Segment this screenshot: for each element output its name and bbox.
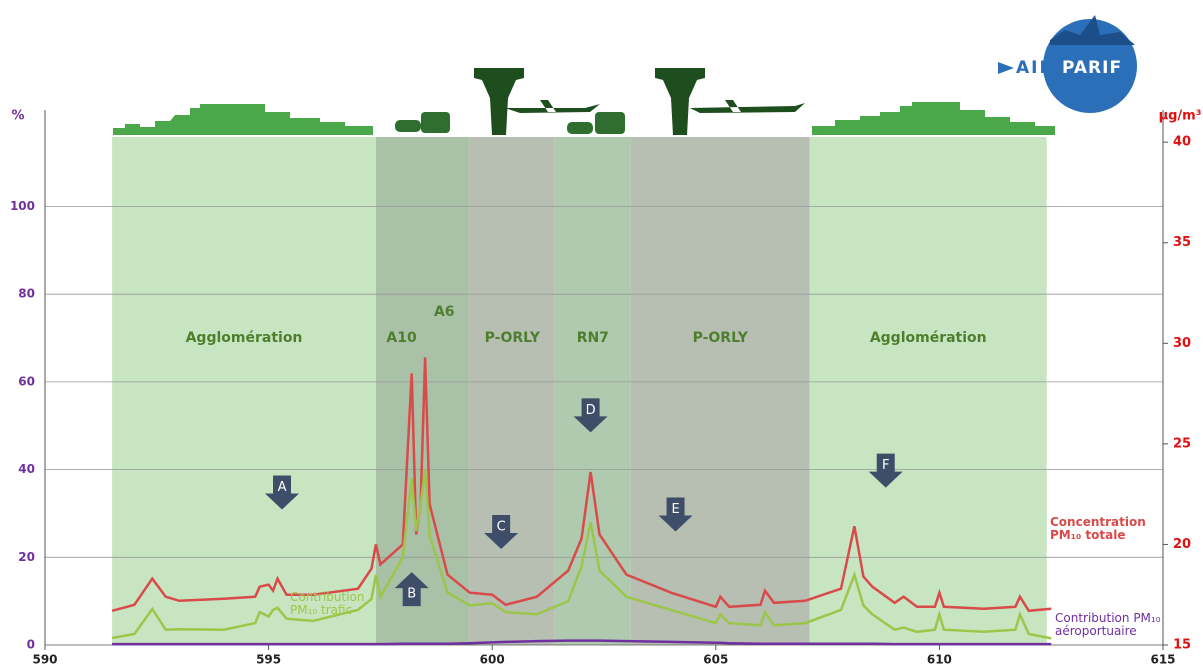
zone-label: Agglomération — [870, 330, 987, 346]
series-label: Contribution PM₁₀ trafic — [290, 590, 365, 617]
y-tick-label: 40 — [18, 462, 35, 476]
zone-label: A10 — [386, 330, 417, 346]
zone-label: A6 — [434, 304, 455, 320]
zone-label: P-ORLY — [693, 330, 749, 346]
series-line — [111, 357, 1052, 613]
marker: D — [573, 398, 608, 433]
y2-tick-label: 15 — [1173, 638, 1191, 653]
marker-label: C — [497, 519, 506, 534]
x-tick-label: 595 — [256, 653, 281, 667]
y-tick-label: 60 — [18, 374, 35, 388]
zone — [630, 137, 810, 645]
marker-label: B — [407, 587, 416, 602]
y2-tick-label: 25 — [1173, 436, 1191, 451]
x-tick-label: 590 — [32, 653, 57, 667]
marker-label: A — [278, 480, 287, 495]
y-tick-label: 100 — [10, 199, 35, 213]
marker-arrow — [658, 497, 693, 532]
zone — [112, 137, 376, 645]
y-axis-label: % — [11, 109, 24, 124]
series-label: Contribution PM₁₀ aéroportuaire — [1055, 611, 1161, 638]
decoration — [113, 15, 1137, 135]
x-tick-label: 605 — [703, 653, 728, 667]
y-tick-label: 20 — [18, 550, 35, 564]
zone — [469, 137, 555, 645]
logo-right: PARIF — [1062, 58, 1122, 78]
x-tick-label: 600 — [480, 653, 505, 667]
y-tick-label: 0 — [27, 638, 35, 652]
marker: C — [484, 514, 519, 549]
y2-axis-label: µg/m³ — [1159, 109, 1202, 124]
y2-tick-label: 35 — [1173, 235, 1191, 250]
series-line — [111, 469, 1052, 640]
marker-label: F — [882, 458, 889, 473]
logo-left: AIR — [1016, 58, 1055, 78]
zone — [554, 137, 631, 645]
y-tick-label: 80 — [18, 287, 35, 301]
marker: A — [265, 475, 300, 510]
marker-arrow — [265, 475, 300, 510]
y2-tick-label: 30 — [1173, 336, 1191, 351]
marker: F — [868, 453, 903, 488]
series-label: Concentration PM₁₀ totale — [1050, 515, 1146, 542]
marker-arrow — [868, 453, 903, 488]
y2-tick-label: 40 — [1173, 135, 1191, 150]
x-tick-label: 615 — [1150, 653, 1175, 667]
zone-label: Agglomération — [186, 330, 303, 346]
marker: B — [394, 572, 429, 607]
marker-label: E — [671, 502, 679, 517]
marker-arrow — [394, 572, 429, 607]
zone-label: P-ORLY — [485, 330, 541, 346]
x-tick-label: 610 — [927, 653, 952, 667]
marker-arrow — [484, 514, 519, 549]
marker-label: D — [586, 403, 596, 418]
marker-arrow — [573, 398, 608, 433]
zone — [809, 137, 1047, 645]
zone-label: RN7 — [577, 330, 609, 346]
y2-tick-label: 20 — [1173, 537, 1191, 552]
marker: E — [658, 497, 693, 532]
series-line — [112, 639, 1052, 646]
